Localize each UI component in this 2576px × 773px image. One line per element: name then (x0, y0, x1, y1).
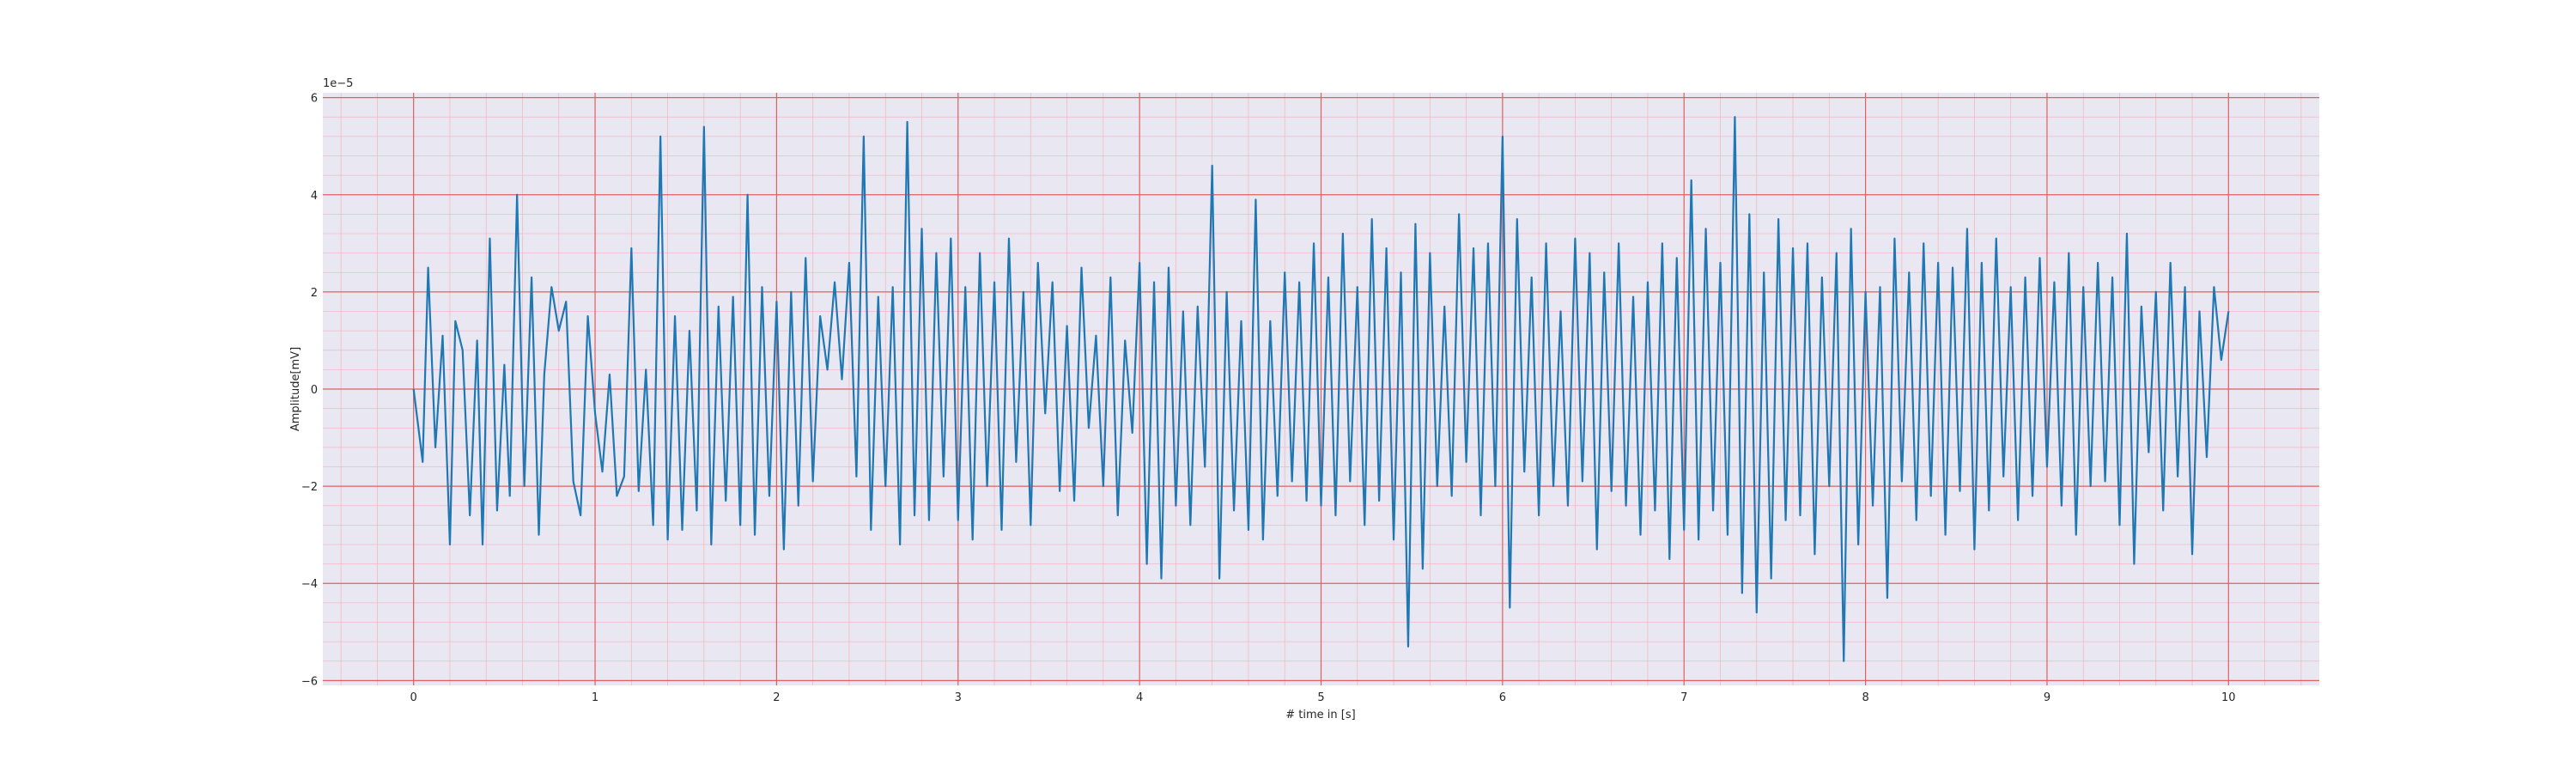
x-tick-label: 3 (955, 691, 962, 704)
series-line (412, 116, 2230, 662)
y-axis-offset-label: 1e−5 (323, 77, 353, 90)
x-tick-label: 7 (1680, 691, 1687, 704)
x-tick-label: 9 (2044, 691, 2050, 704)
y-tick-label: 4 (311, 190, 318, 203)
x-axis-ticks: 0 1 2 3 4 5 6 7 8 9 10 (410, 691, 2236, 704)
series-layer (412, 116, 2230, 662)
x-tick-label: 6 (1499, 691, 1506, 704)
y-tick-label: 0 (311, 384, 318, 397)
x-tick-label: 1 (592, 691, 598, 704)
x-tick-label: 2 (773, 691, 780, 704)
x-tick-label: 4 (1136, 691, 1143, 704)
y-tick-label: 2 (311, 287, 318, 300)
x-tick-label: 8 (1862, 691, 1868, 704)
x-tick-label: 5 (1317, 691, 1324, 704)
x-axis-label: # time in [s] (1285, 709, 1355, 721)
y-tick-label: 6 (311, 93, 318, 106)
y-tick-label: −6 (301, 675, 318, 688)
y-tick-label: −2 (301, 481, 318, 494)
x-tick-label: 0 (410, 691, 417, 704)
y-axis-label: Amplitude[mV] (289, 347, 302, 431)
y-tick-label: −4 (301, 578, 318, 591)
x-tick-label: 10 (2221, 691, 2236, 704)
y-axis-ticks: −6 −4 −2 0 2 4 6 (301, 93, 318, 689)
